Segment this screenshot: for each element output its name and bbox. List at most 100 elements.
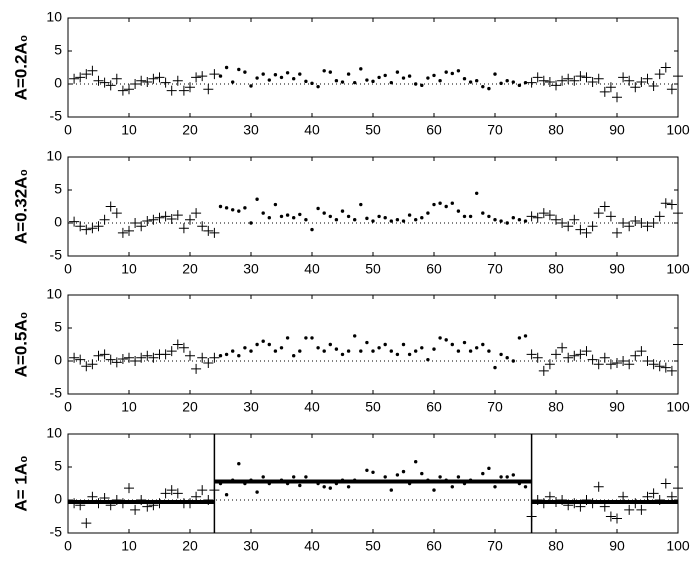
dot-point [462, 340, 467, 345]
dot-point [218, 74, 223, 78]
plot-frame [67, 17, 679, 118]
plus-point [87, 223, 98, 234]
dot-point [499, 352, 503, 357]
dot-point [493, 218, 497, 222]
plus-point [557, 342, 568, 353]
plus-point [166, 85, 177, 96]
dot-point [450, 485, 454, 489]
plus-point [130, 504, 141, 515]
dot-point [407, 213, 412, 217]
plus-point [557, 75, 568, 86]
x-tick-label: 80 [548, 122, 564, 138]
dot-point [353, 478, 357, 482]
dot-point [359, 349, 363, 353]
plus-point [581, 227, 592, 238]
plus-point [636, 504, 647, 515]
y-tick-label: 0 [54, 214, 62, 230]
plus-point [654, 211, 665, 222]
dot-point [475, 191, 479, 195]
plus-point [209, 69, 220, 80]
dot-point [237, 209, 241, 213]
dot-point [517, 218, 522, 222]
plus-point [69, 498, 80, 509]
plus-point [636, 346, 647, 357]
dot-point [505, 221, 509, 225]
dot-point [224, 65, 229, 70]
dot-point [261, 72, 265, 76]
plus-point [203, 495, 214, 505]
y-axis-label: A=0.5A₀ [11, 312, 30, 378]
dot-point [493, 365, 497, 370]
plus-point [197, 71, 208, 82]
dot-point [255, 490, 259, 494]
plus-point [544, 491, 555, 502]
dot-point [365, 340, 369, 345]
dot-point [371, 470, 375, 474]
dot-point [267, 342, 271, 347]
dot-point [353, 80, 357, 85]
plus-point [185, 214, 195, 225]
x-tick-label: 60 [426, 261, 442, 277]
plus-point [197, 485, 208, 496]
dot-point [523, 219, 528, 223]
dot-point [298, 212, 302, 217]
dot-point [420, 346, 424, 350]
plus-point [563, 352, 574, 363]
dot-point [279, 75, 284, 80]
y-tick-label: -5 [50, 108, 63, 124]
plot-frame [67, 294, 679, 395]
plus-point [648, 218, 659, 228]
plus-point [124, 483, 134, 494]
plus-point [593, 208, 604, 219]
x-tick-label: 30 [243, 399, 259, 415]
dot-point [499, 219, 503, 223]
dot-point [395, 70, 400, 74]
plus-point [569, 350, 580, 361]
dot-point [261, 475, 265, 479]
plus-point [538, 208, 549, 219]
plus-point [581, 72, 592, 83]
y-tick-label: 10 [46, 9, 62, 25]
plus-point [612, 92, 622, 103]
plus-point [593, 73, 604, 84]
x-tick-label: 20 [182, 399, 198, 415]
plus-point [172, 75, 183, 86]
plus-point [99, 349, 110, 360]
dot-point [377, 479, 381, 484]
dot-point [316, 206, 320, 211]
dot-point [395, 218, 400, 222]
plus-point [612, 513, 622, 524]
dot-point [273, 73, 278, 77]
plus-point [69, 352, 80, 363]
dot-point [371, 219, 375, 223]
x-tick-label: 60 [426, 399, 442, 415]
dot-point [456, 209, 461, 213]
plus-point [124, 84, 134, 95]
plus-point [75, 72, 86, 83]
dot-point [359, 67, 363, 71]
dot-point [243, 346, 247, 350]
plus-point [160, 77, 171, 88]
plus-point [526, 511, 537, 522]
dot-point [487, 466, 491, 471]
dot-point [334, 218, 339, 222]
x-tick-label: 40 [304, 122, 320, 138]
plus-point [593, 481, 604, 492]
plus-point [124, 352, 134, 363]
dot-point [523, 80, 528, 85]
y-tick-label: -5 [50, 247, 63, 263]
plus-point [81, 361, 92, 372]
plus-point [191, 491, 202, 502]
dot-point [231, 478, 235, 482]
y-axis-label: A=0.2A₀ [11, 35, 30, 101]
plus-point [87, 491, 98, 502]
dot-point [249, 349, 253, 353]
plus-point [593, 359, 604, 370]
dot-point [511, 216, 515, 220]
dot-point [322, 69, 326, 73]
plus-point [618, 356, 629, 366]
plus-point [81, 224, 92, 235]
plus-point [569, 214, 580, 225]
x-tick-label: 40 [304, 538, 320, 554]
